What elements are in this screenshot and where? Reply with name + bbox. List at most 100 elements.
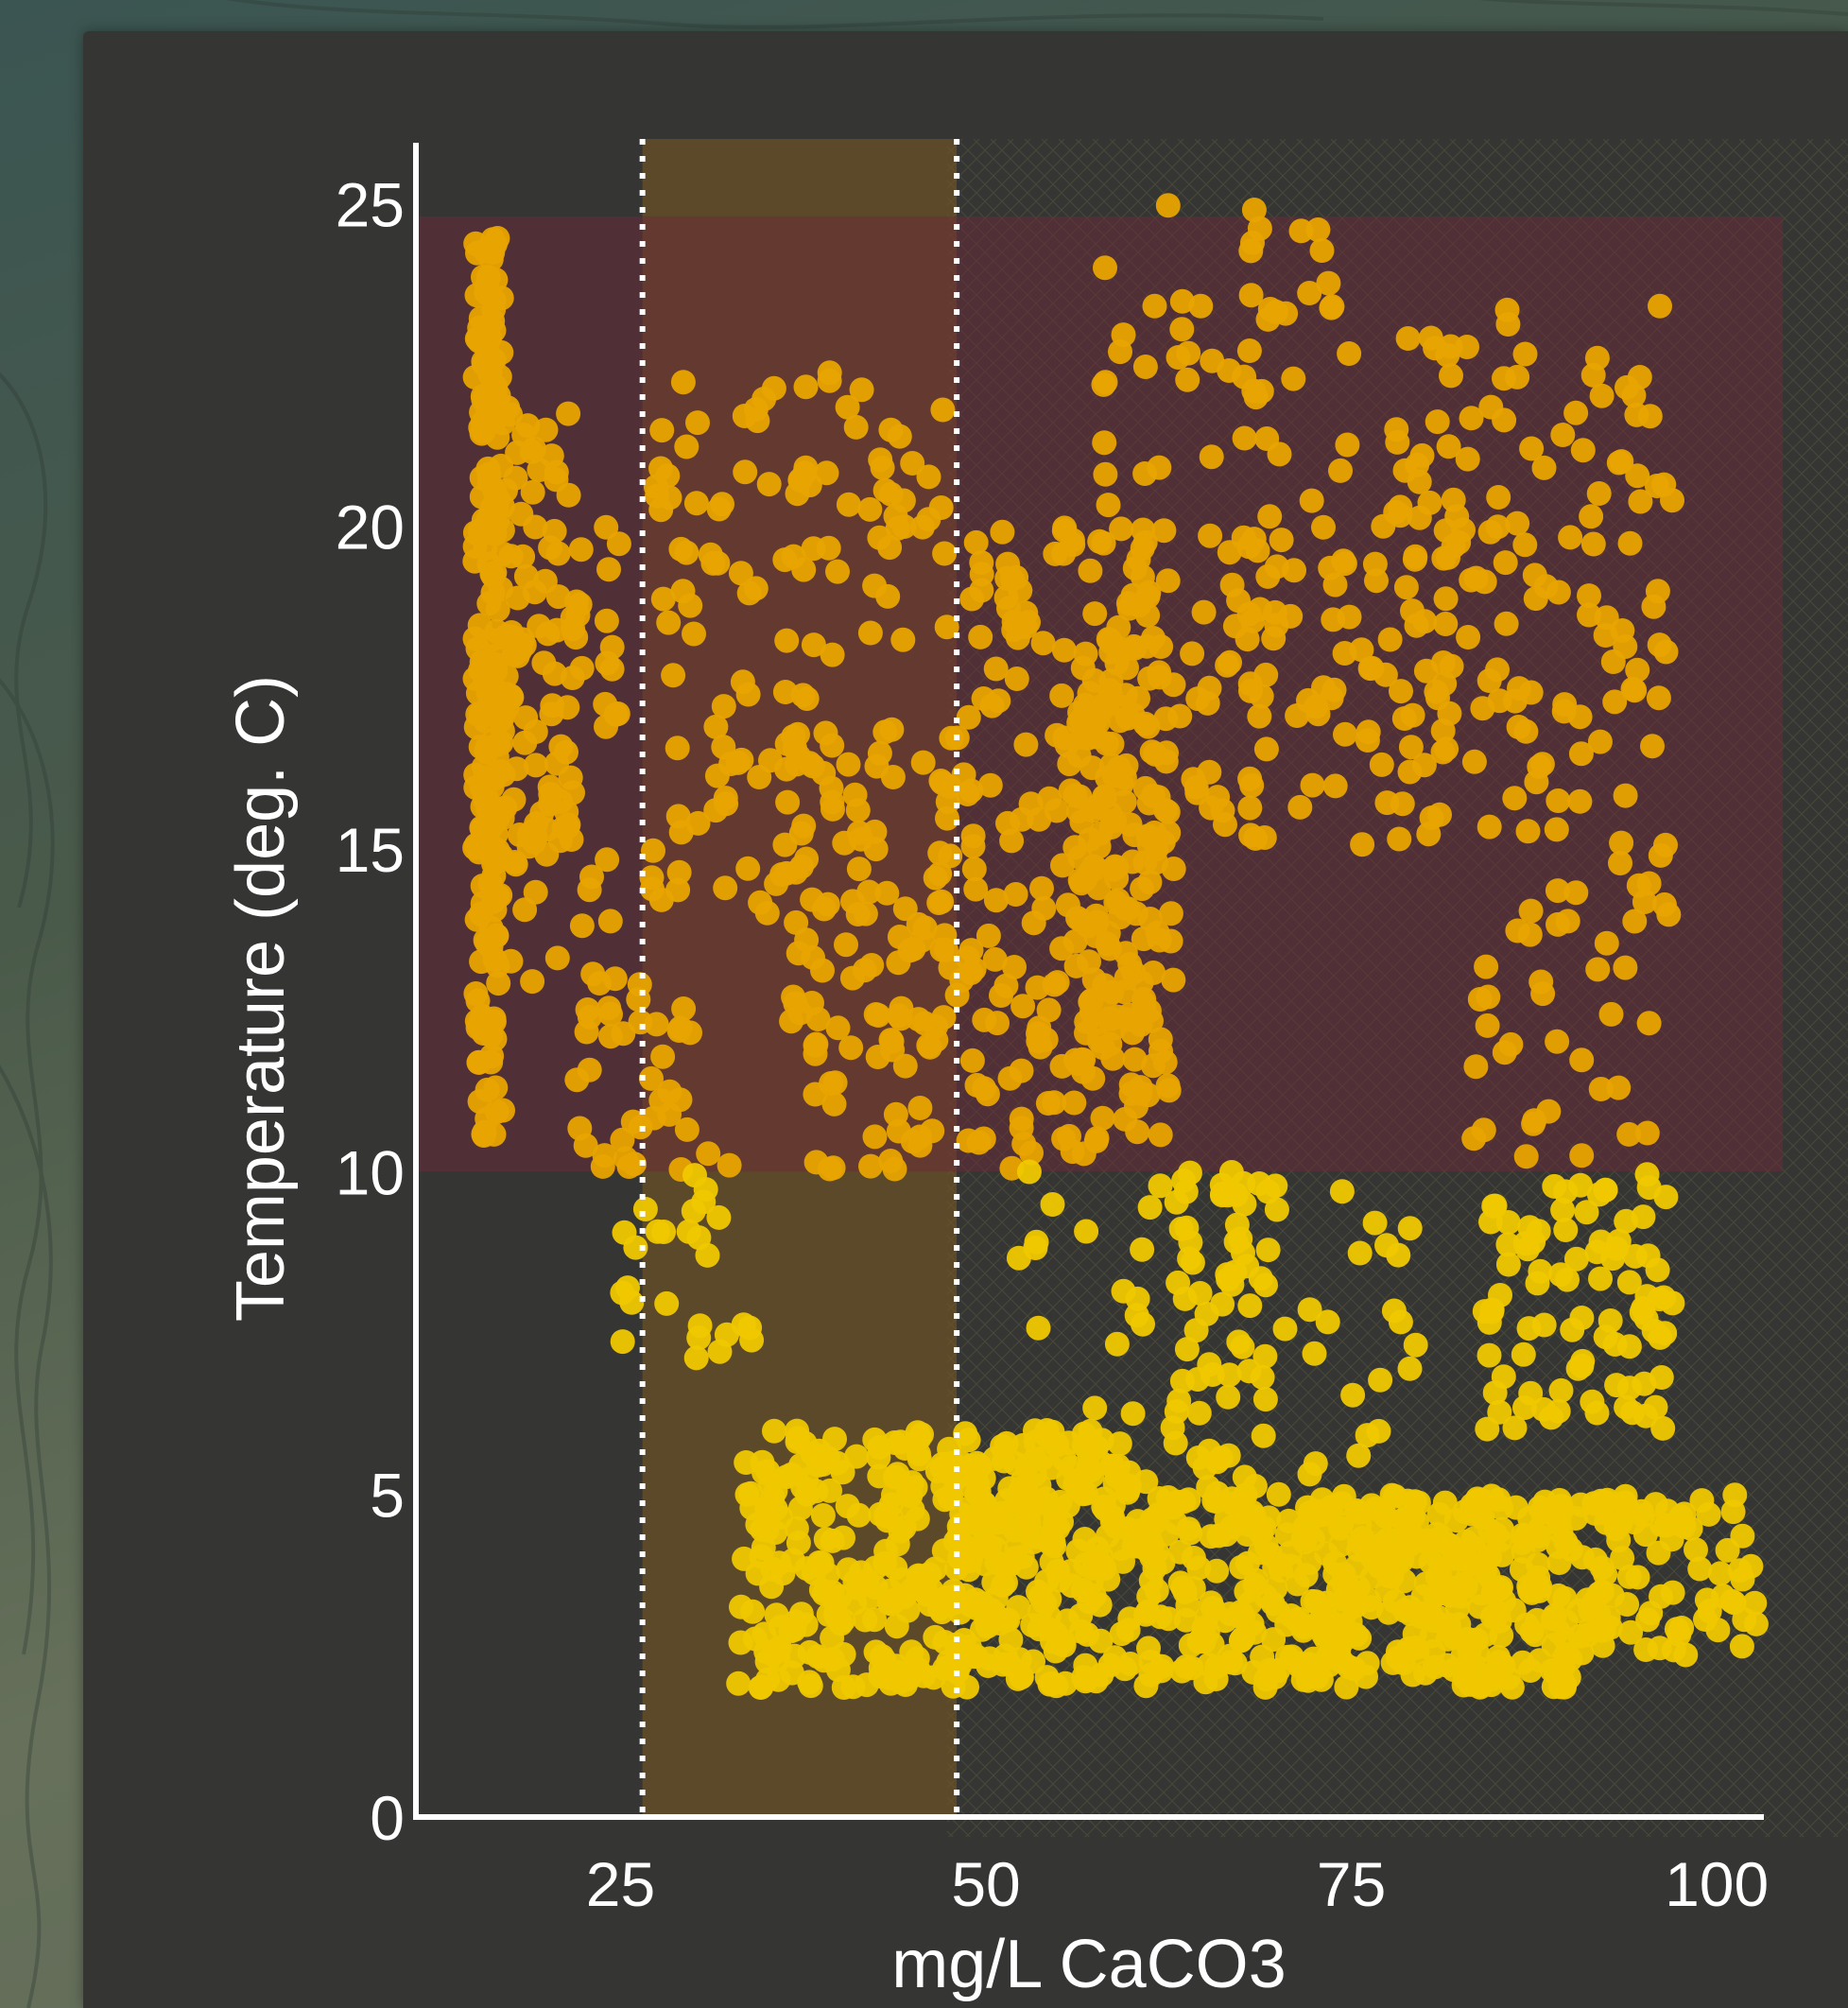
data-point — [1553, 1179, 1579, 1204]
data-point — [1696, 1501, 1721, 1527]
data-point — [1546, 1398, 1571, 1424]
data-point — [932, 541, 958, 566]
data-point — [1000, 1497, 1026, 1523]
data-point — [594, 608, 619, 633]
data-point — [1082, 1395, 1108, 1421]
data-point — [1653, 832, 1678, 857]
data-point — [1164, 1189, 1189, 1215]
data-point — [1090, 1035, 1115, 1061]
data-point — [1516, 1316, 1542, 1342]
data-point — [713, 875, 738, 901]
data-point — [1651, 1285, 1677, 1310]
data-point — [606, 531, 631, 557]
data-point — [1412, 609, 1438, 634]
data-point — [1610, 1546, 1635, 1571]
data-point — [856, 879, 882, 905]
data-point — [1065, 1051, 1091, 1076]
data-point — [1003, 882, 1028, 907]
data-point — [483, 658, 509, 684]
data-point — [912, 1011, 938, 1036]
scatter-chart: 25 50 75 100 0 5 10 15 20 25 mg/L CaCO3 Temperat… — [223, 139, 1848, 2002]
data-point — [803, 1031, 829, 1057]
data-point — [872, 477, 898, 503]
data-point — [1707, 1561, 1733, 1586]
data-point — [1622, 909, 1648, 934]
data-point — [1490, 1516, 1515, 1542]
data-point — [736, 580, 762, 606]
data-point — [1439, 363, 1463, 389]
data-point — [1617, 530, 1643, 556]
data-point — [1208, 1445, 1234, 1471]
data-point — [874, 880, 900, 906]
data-point — [555, 695, 580, 720]
data-point — [1043, 1620, 1068, 1646]
data-point — [1266, 1481, 1291, 1507]
data-point — [650, 586, 676, 612]
data-point — [923, 1624, 948, 1650]
data-point — [710, 492, 734, 517]
data-point — [931, 1005, 957, 1030]
data-point — [1027, 1473, 1052, 1498]
data-point — [1122, 1047, 1148, 1072]
data-point — [735, 856, 761, 881]
data-point — [1142, 1556, 1167, 1581]
x-axis-title: mg/L CaCO3 — [891, 1927, 1286, 2002]
data-point — [805, 1644, 831, 1670]
data-point — [835, 1494, 860, 1519]
data-point — [1062, 835, 1088, 860]
data-point — [1016, 1159, 1042, 1185]
data-point — [1101, 763, 1127, 788]
data-point — [801, 536, 826, 562]
data-point — [645, 483, 670, 509]
data-point — [1616, 1121, 1642, 1147]
data-point — [1111, 1278, 1136, 1304]
data-point — [1174, 1215, 1200, 1240]
data-point — [1155, 193, 1181, 218]
data-point — [595, 847, 620, 873]
data-point — [1248, 1266, 1273, 1291]
data-point — [1316, 270, 1341, 296]
data-point — [1175, 367, 1200, 392]
data-point — [1002, 955, 1027, 979]
data-point — [1231, 1603, 1256, 1629]
data-point — [717, 1152, 742, 1178]
data-point — [1502, 786, 1528, 811]
data-point — [1492, 366, 1516, 391]
data-point — [977, 772, 1003, 798]
data-point — [1304, 1589, 1329, 1615]
data-point — [520, 479, 545, 505]
data-point — [1356, 719, 1381, 745]
data-point — [626, 987, 651, 1013]
data-point — [1546, 1583, 1571, 1608]
data-point — [1040, 1192, 1065, 1217]
data-point — [1730, 1523, 1755, 1549]
data-point — [1383, 499, 1408, 525]
data-point — [968, 624, 993, 649]
data-point — [563, 625, 589, 650]
data-point — [1261, 1627, 1287, 1653]
data-point — [868, 1501, 893, 1527]
data-point — [1577, 583, 1601, 609]
data-point — [983, 888, 1009, 913]
data-point — [1545, 1029, 1570, 1054]
data-point — [875, 583, 901, 609]
data-point — [1738, 1553, 1764, 1579]
data-point — [1096, 1567, 1121, 1592]
data-point — [683, 491, 709, 516]
data-point — [1229, 1504, 1254, 1530]
data-point — [1586, 1182, 1612, 1207]
data-point — [1155, 1485, 1181, 1510]
data-point — [1560, 1317, 1585, 1342]
data-point — [1598, 1001, 1624, 1027]
data-point — [1503, 1495, 1528, 1520]
data-point — [1604, 1373, 1630, 1398]
data-point — [863, 1002, 889, 1027]
data-point — [748, 1675, 773, 1700]
data-point — [1398, 735, 1424, 760]
data-point — [1424, 679, 1449, 704]
data-point — [1051, 541, 1077, 566]
data-point — [650, 1044, 676, 1069]
data-point — [1077, 949, 1101, 975]
data-point — [1359, 1564, 1385, 1589]
